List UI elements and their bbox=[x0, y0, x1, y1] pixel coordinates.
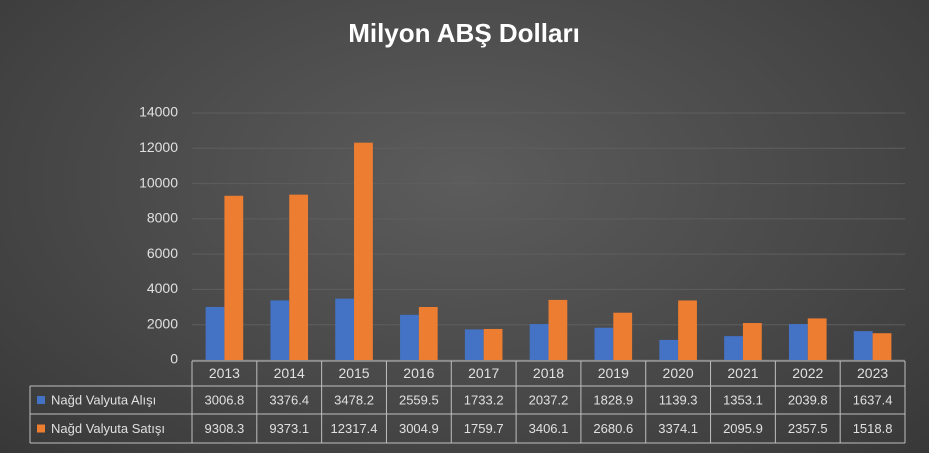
y-tick-label: 0 bbox=[170, 351, 178, 367]
bar bbox=[613, 312, 633, 360]
x-tick-label: 2014 bbox=[274, 365, 305, 381]
x-tick-label: 2022 bbox=[792, 365, 823, 381]
table-value: 9373.1 bbox=[269, 421, 309, 436]
bar bbox=[678, 300, 697, 360]
table-value: 1733.2 bbox=[464, 392, 504, 407]
table-value: 2039.8 bbox=[788, 392, 828, 407]
bar bbox=[872, 333, 892, 360]
bar bbox=[354, 142, 373, 360]
legend-swatch bbox=[37, 396, 45, 404]
table-value: 9308.3 bbox=[205, 421, 245, 436]
bar bbox=[853, 331, 873, 360]
table-value: 3376.4 bbox=[269, 392, 309, 407]
legend-label: Nağd Valyuta Satışı bbox=[51, 421, 165, 436]
table-value: 2095.9 bbox=[723, 421, 763, 436]
bar bbox=[224, 195, 244, 360]
bar bbox=[418, 306, 438, 360]
bar bbox=[335, 298, 355, 360]
bar bbox=[464, 329, 484, 360]
bar bbox=[529, 324, 549, 360]
table-value: 2037.2 bbox=[529, 392, 569, 407]
table-value: 3478.2 bbox=[334, 392, 374, 407]
table-value: 2680.6 bbox=[593, 421, 633, 436]
legend-label: Nağd Valyuta Alışı bbox=[51, 392, 156, 407]
table-value: 3374.1 bbox=[658, 421, 698, 436]
table-value: 12317.4 bbox=[331, 421, 378, 436]
table-value: 3006.8 bbox=[205, 392, 245, 407]
table-value: 1139.3 bbox=[659, 392, 698, 407]
x-tick-label: 2021 bbox=[727, 365, 758, 381]
table-value: 2559.5 bbox=[399, 392, 439, 407]
table-value: 3406.1 bbox=[529, 421, 569, 436]
table-value: 1518.8 bbox=[853, 421, 893, 436]
bar bbox=[400, 314, 419, 360]
bar bbox=[724, 336, 743, 360]
bar bbox=[742, 323, 762, 360]
x-tick-label: 2017 bbox=[468, 365, 499, 381]
x-tick-label: 2020 bbox=[663, 365, 694, 381]
chart-title: Milyon ABŞ Dolları bbox=[348, 18, 580, 48]
bar bbox=[659, 339, 679, 360]
y-tick-label: 6000 bbox=[147, 245, 178, 261]
bar bbox=[270, 300, 290, 360]
table-value: 1353.1 bbox=[723, 392, 763, 407]
bar bbox=[205, 306, 225, 360]
bar bbox=[548, 299, 568, 360]
y-tick-label: 8000 bbox=[147, 210, 178, 226]
legend-swatch bbox=[37, 424, 45, 433]
y-tick-label: 14000 bbox=[139, 104, 178, 120]
table-value: 3004.9 bbox=[399, 421, 439, 436]
y-tick-label: 2000 bbox=[147, 315, 178, 331]
table-value: 1637.4 bbox=[853, 392, 893, 407]
bar bbox=[807, 318, 827, 360]
table-value: 2357.5 bbox=[788, 421, 828, 436]
x-tick-label: 2013 bbox=[209, 365, 240, 381]
x-tick-label: 2023 bbox=[857, 365, 888, 381]
y-tick-label: 10000 bbox=[139, 174, 178, 190]
table-value: 1828.9 bbox=[593, 392, 633, 407]
bar bbox=[289, 194, 309, 360]
bar bbox=[483, 328, 503, 360]
y-tick-label: 4000 bbox=[147, 280, 178, 296]
bar bbox=[594, 327, 614, 360]
x-tick-label: 2016 bbox=[403, 365, 434, 381]
bar bbox=[788, 324, 808, 360]
table-value: 1759.7 bbox=[464, 421, 504, 436]
x-tick-label: 2018 bbox=[533, 365, 564, 381]
y-tick-label: 12000 bbox=[139, 139, 178, 155]
x-tick-label: 2015 bbox=[338, 365, 369, 381]
x-tick-label: 2019 bbox=[598, 365, 629, 381]
